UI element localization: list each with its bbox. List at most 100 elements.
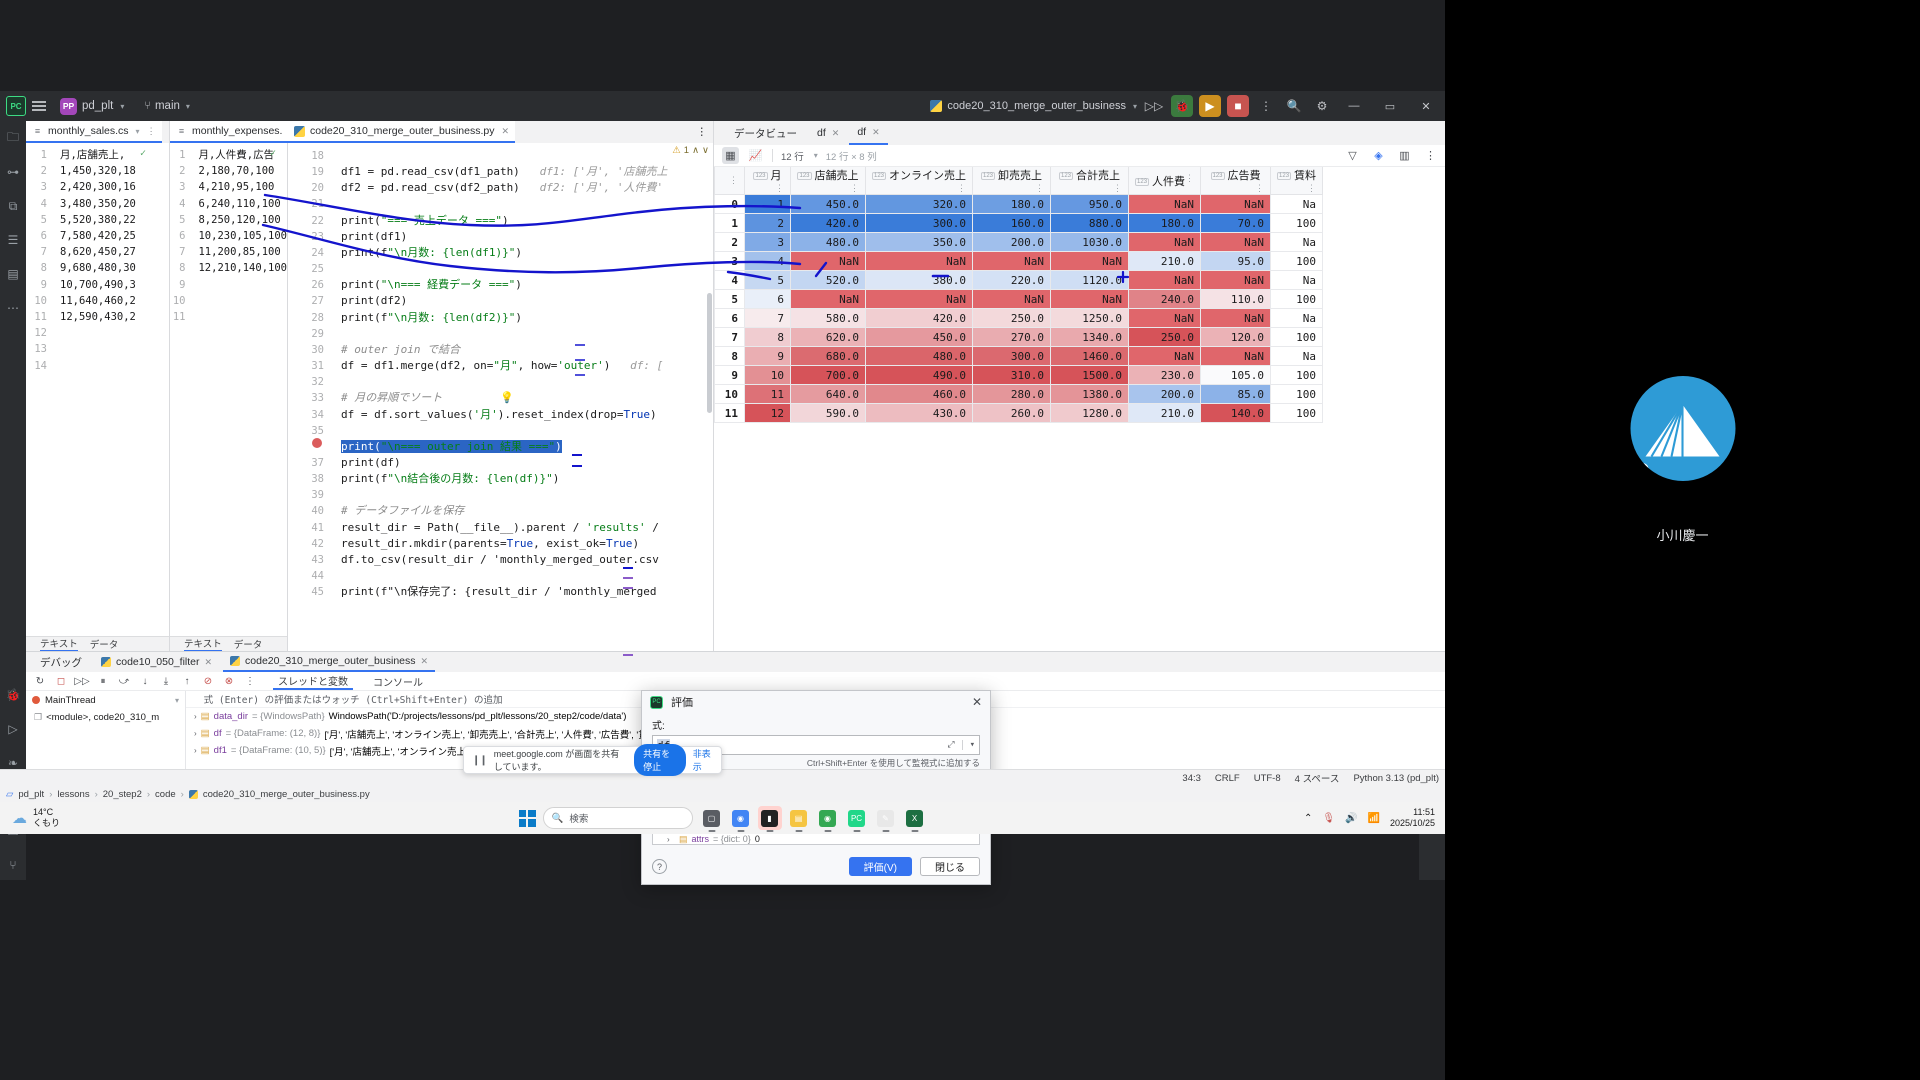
grid-cell[interactable]: 100 [1270, 403, 1324, 423]
grid-cell[interactable]: Na [1270, 194, 1324, 214]
grid-cell[interactable]: 210.0 [1128, 251, 1202, 271]
commit-tool-icon[interactable]: ⊶ [7, 165, 19, 179]
row-index[interactable]: 8 [714, 346, 745, 366]
grid-cell[interactable]: 200.0 [972, 232, 1052, 252]
tab-monthly-sales[interactable]: ≡ monthly_sales.cs ▾ ⋮ [26, 121, 162, 143]
column-header[interactable]: 123 合計売上 ⋮ [1050, 167, 1130, 195]
close-icon[interactable]: ✕ [831, 127, 840, 138]
project-tool-icon[interactable]: 🗀 [6, 129, 19, 144]
view-breakpoints-icon[interactable]: ⊗ [224, 675, 234, 687]
row-index[interactable]: 0 [714, 194, 745, 214]
structure-icon[interactable]: ☰ [7, 233, 19, 247]
grid-cell[interactable]: 180.0 [972, 194, 1052, 214]
grid-cell[interactable]: 100 [1270, 289, 1324, 309]
expand-arrow-icon[interactable]: › [194, 712, 197, 721]
bookmarks-icon[interactable]: ▤ [7, 267, 19, 281]
notepad-icon[interactable]: ✎ [874, 806, 898, 832]
more-icon[interactable]: ⋮ [245, 675, 255, 687]
excel-icon[interactable]: X [903, 806, 927, 832]
filter-icon[interactable]: ▽ [1348, 150, 1357, 162]
grid-cell[interactable]: 100 [1270, 365, 1324, 385]
tab-threads-and-variables[interactable]: スレッドと変数 [273, 673, 353, 690]
grid-cell[interactable]: 100 [1270, 213, 1324, 233]
column-menu-icon[interactable]: ⋮ [1255, 183, 1265, 193]
grid-cell[interactable]: Na [1270, 270, 1324, 290]
breakpoint-marker[interactable] [312, 438, 322, 448]
speaker-icon[interactable]: 🔊 [1345, 812, 1358, 824]
settings-gear-icon[interactable]: ⚙ [1316, 99, 1328, 113]
table-row[interactable]: 3 4 NaN NaN NaN NaN 210.0 95.0 100 [714, 251, 1324, 271]
grid-cell[interactable]: 95.0 [1200, 251, 1272, 271]
row-index[interactable]: 6 [714, 308, 745, 328]
row-index[interactable]: 5 [714, 289, 745, 309]
grid-cell[interactable]: NaN [1200, 194, 1272, 214]
indent-setting[interactable]: 4 スペース [1294, 774, 1340, 785]
column-menu-icon[interactable]: ⋮ [957, 183, 967, 193]
force-step-into-icon[interactable]: ⤓ [163, 675, 169, 687]
grid-cell[interactable]: 280.0 [972, 384, 1052, 404]
row-index[interactable]: 7 [714, 327, 745, 347]
grid-cell[interactable]: 5 [744, 270, 791, 290]
chevron-down-icon[interactable]: ▾ [174, 695, 179, 705]
grid-cell[interactable]: 420.0 [790, 213, 866, 233]
grid-cell[interactable]: 230.0 [1128, 365, 1202, 385]
grid-cell[interactable]: NaN [1200, 308, 1272, 328]
rerun-icon[interactable]: ↻ [35, 675, 45, 687]
grid-cell[interactable]: 85.0 [1200, 384, 1272, 404]
grid-cell[interactable]: 520.0 [790, 270, 866, 290]
chevron-down-icon[interactable]: ▾ [135, 126, 140, 136]
grid-cell[interactable]: 1340.0 [1050, 327, 1130, 347]
evaluate-button[interactable]: 評価(V) [848, 857, 912, 876]
table-row[interactable]: 2 3 480.0 350.0 200.0 1030.0 NaN NaN Na [714, 232, 1324, 252]
resume-icon[interactable]: ▷▷ [74, 675, 90, 687]
grid-cell[interactable]: 110.0 [1200, 289, 1272, 309]
grid-cell[interactable]: 2 [744, 213, 791, 233]
line-number-gutter[interactable]: 1819202122232425262728293031323334353637… [311, 150, 324, 599]
table-row[interactable]: 7 8 620.0 450.0 270.0 1340.0 250.0 120.0 100 [714, 327, 1324, 347]
network-icon[interactable]: 📶 [1367, 812, 1380, 824]
debug-session-tab-2[interactable]: code20_310_merge_outer_business ✕ [223, 652, 436, 672]
source-code[interactable]: df1 = pd.read_csv(df1_path) df1: ['月', '… [341, 165, 668, 599]
grid-cell[interactable]: 4 [744, 251, 791, 271]
table-row[interactable]: 11 12 590.0 430.0 260.0 1280.0 210.0 140.0 100 [714, 403, 1324, 423]
column-header[interactable]: 123 人件費 ⋮ [1128, 167, 1202, 195]
csv-content-1[interactable]: 1 2 3 4 5 6 7 8 9 10 11 12 13 14 月,店舗売上, 1,450,320,18… [26, 143, 169, 636]
variable-row[interactable]: › ▤ df = {DataFrame: (12, 8)} ['月', '店舗売上', … [186, 725, 1445, 742]
more-run-options-icon[interactable]: ⋮ [1260, 99, 1272, 113]
grid-cell[interactable]: NaN [790, 289, 866, 309]
run-tool-icon[interactable]: ▷ [8, 722, 18, 736]
grid-cell[interactable]: 700.0 [790, 365, 866, 385]
grid-cell[interactable]: NaN [1128, 232, 1202, 252]
csv-tab-data[interactable]: データ [233, 640, 263, 651]
grid-cell[interactable]: 620.0 [790, 327, 866, 347]
csv-content-2[interactable]: 1 2 3 4 5 6 7 8 9 10 11 月,人件費,広告 2,180,70,100 4,21… [170, 143, 287, 636]
grid-cell[interactable]: 160.0 [972, 213, 1052, 233]
csv-tab-data[interactable]: データ [89, 640, 119, 651]
expression-input[interactable]: df ⤢ ▾ [652, 735, 980, 755]
grid-cell[interactable]: 105.0 [1200, 365, 1272, 385]
chrome-icon[interactable]: ◉ [729, 806, 753, 832]
pause-icon[interactable]: ❙❙ [472, 754, 488, 766]
grid-cell[interactable]: 480.0 [864, 346, 974, 366]
search-input[interactable]: 🔍 検索 [542, 807, 693, 829]
column-menu-icon[interactable]: ⋮ [1113, 183, 1123, 193]
grid-cell[interactable]: 70.0 [1200, 213, 1272, 233]
minimize-button[interactable]: — [1348, 100, 1360, 112]
grid-cell[interactable]: 450.0 [864, 327, 974, 347]
next-problem-icon[interactable]: ∨ [702, 145, 709, 156]
grid-cell[interactable]: 450.0 [790, 194, 866, 214]
grid-cell[interactable]: 300.0 [972, 346, 1052, 366]
tab-options-icon[interactable]: ⋮ [696, 126, 708, 138]
maximize-button[interactable]: ▭ [1384, 100, 1396, 113]
tab-monthly-expenses[interactable]: ≡ monthly_expenses. ▾ ⋮ [170, 121, 316, 143]
rows-selector[interactable]: 12 行 [781, 151, 804, 163]
row-index[interactable]: 10 [714, 384, 745, 404]
grid-cell[interactable]: 100 [1270, 251, 1324, 271]
stop-icon[interactable]: ◻ [56, 675, 66, 687]
stack-frame-item[interactable]: ❐ <module>, code20_310_m [26, 709, 185, 726]
grid-cell[interactable]: 1280.0 [1050, 403, 1130, 423]
grid-cell[interactable]: 1250.0 [1050, 308, 1130, 328]
grid-cell[interactable]: 8 [744, 327, 791, 347]
hide-link[interactable]: 非表示 [692, 749, 711, 772]
grid-cell[interactable]: 220.0 [972, 270, 1052, 290]
